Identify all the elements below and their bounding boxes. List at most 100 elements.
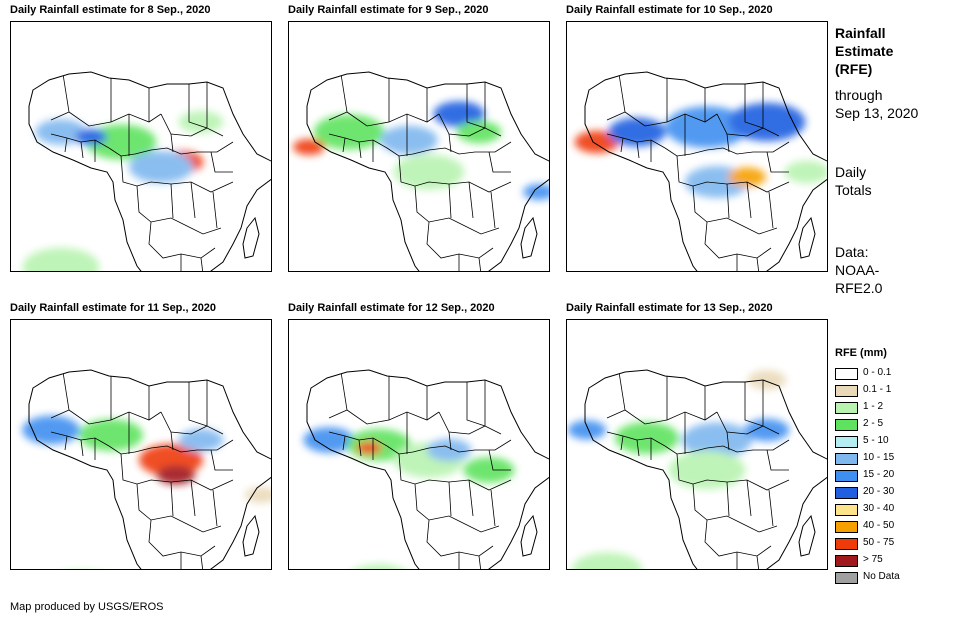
rainfall-map (10, 319, 272, 570)
legend-title: RFE (mm) (835, 347, 887, 359)
rainfall-overlay (22, 415, 271, 503)
rainfall-patch (35, 119, 87, 145)
legend-swatch (835, 436, 858, 448)
map-heading: Rainfall Estimate (RFE) (835, 24, 893, 78)
rainfall-map (566, 319, 828, 570)
legend-label: No Data (863, 571, 900, 582)
through-value: Sep 13, 2020 (835, 105, 919, 121)
legend-swatch (835, 385, 858, 397)
africa-map-graphic (293, 71, 549, 271)
country-borders (328, 73, 512, 271)
rainfall-patch (129, 151, 193, 183)
panel-title: Daily Rainfall estimate for 8 Sep., 2020 (10, 4, 211, 16)
madagascar-outline (242, 216, 260, 259)
coastline (584, 369, 827, 569)
legend-label: 1 - 2 (863, 401, 884, 412)
rainfall-patch (615, 422, 679, 454)
rainfall-patch (380, 125, 438, 155)
rainfall-patch (356, 441, 382, 455)
legend-label: 30 - 40 (863, 503, 895, 514)
panel-title: Daily Rainfall estimate for 9 Sep., 2020 (288, 4, 489, 16)
heading-line: Rainfall (835, 25, 886, 41)
africa-map-graphic (574, 71, 827, 271)
rainfall-patch (665, 106, 749, 148)
rainfall-patch (355, 564, 403, 569)
rainfall-patch (574, 130, 620, 154)
rainfall-patch (668, 450, 746, 490)
panel-title: Daily Rainfall estimate for 13 Sep., 202… (566, 302, 773, 314)
madagascar-outline (242, 514, 260, 557)
legend-swatch (835, 504, 858, 516)
legend-swatch (835, 453, 858, 465)
rainfall-patch (178, 110, 224, 134)
africa-map-graphic (22, 369, 271, 569)
rainfall-patch (433, 101, 485, 127)
legend-swatch (835, 487, 858, 499)
rainfall-patch (744, 418, 790, 442)
rainfall-map (10, 21, 272, 272)
coastline (306, 71, 549, 271)
rainfall-patch (426, 438, 472, 462)
coastline (28, 71, 271, 271)
legend-label: 0 - 0.1 (863, 367, 892, 378)
legend-swatch (835, 402, 858, 414)
legend-swatch (835, 368, 858, 380)
madagascar-outline (520, 514, 538, 557)
rainfall-map (288, 319, 550, 570)
madagascar-outline (798, 514, 816, 557)
totals-line: Totals (835, 182, 872, 198)
rainfall-patch (22, 415, 80, 445)
legend-label: 0.1 - 1 (863, 384, 892, 395)
rainfall-patch (75, 129, 107, 145)
legend-label: 15 - 20 (863, 469, 895, 480)
through-label: through (835, 87, 883, 103)
madagascar-outline (520, 216, 538, 259)
panel-title: Daily Rainfall estimate for 12 Sep., 202… (288, 302, 495, 314)
panel-title: Daily Rainfall estimate for 11 Sep., 202… (10, 302, 217, 314)
rainfall-patch (156, 465, 196, 485)
country-borders (606, 73, 790, 271)
africa-map-graphic (303, 369, 549, 569)
coastline (584, 71, 827, 271)
rainfall-map (288, 21, 550, 272)
heading-line: Estimate (835, 43, 894, 59)
rainfall-patch (523, 184, 549, 200)
rainfall-patch (571, 552, 643, 569)
legend-swatch (835, 555, 858, 567)
rainfall-patch (178, 428, 224, 452)
rainfall-map (566, 21, 828, 272)
country-borders (50, 371, 234, 569)
rainfall-patch (245, 487, 271, 503)
rainfall-patch (681, 422, 753, 458)
legend-label: > 75 (863, 554, 883, 565)
madagascar-outline (798, 216, 816, 259)
africa-map-graphic (22, 71, 271, 271)
credit-text: Map produced by USGS/EROS (10, 601, 164, 613)
rainfall-overlay (567, 370, 790, 569)
legend-swatch (835, 538, 858, 550)
legend-label: 50 - 75 (863, 537, 895, 548)
country-borders (50, 73, 234, 271)
totals-line: Daily (835, 164, 867, 180)
country-borders (606, 371, 790, 569)
rainfall-patch (747, 370, 787, 390)
coastline (28, 369, 271, 569)
totals-note: Daily Totals (835, 163, 872, 199)
rainfall-patch (22, 247, 100, 271)
legend-swatch (835, 419, 858, 431)
rainfall-patch (393, 154, 465, 190)
legend-label: 10 - 15 (863, 452, 895, 463)
legend-label: 40 - 50 (863, 520, 895, 531)
data-source-line: RFE2.0 (835, 280, 883, 296)
rainfall-patch (456, 120, 502, 144)
panel-title: Daily Rainfall estimate for 10 Sep., 202… (566, 4, 773, 16)
coastline (306, 369, 549, 569)
rainfall-patch (293, 139, 325, 155)
data-source-line: NOAA- (835, 262, 880, 278)
rainfall-patch (727, 167, 767, 187)
rainfall-overlay (293, 101, 549, 200)
africa-map-graphic (567, 369, 827, 569)
through-date: through Sep 13, 2020 (835, 86, 918, 122)
country-borders (328, 371, 512, 569)
legend-swatch (835, 470, 858, 482)
